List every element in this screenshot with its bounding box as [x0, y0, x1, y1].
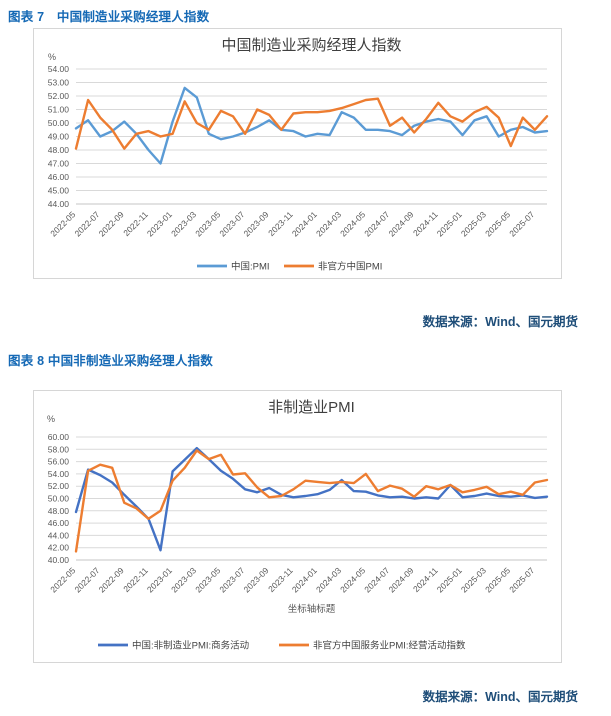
x-axis-title: 坐标轴标题 — [288, 603, 336, 615]
y-tick-label: 46.00 — [48, 518, 70, 528]
x-tick-label: 2025-03 — [459, 565, 488, 594]
x-tick-label: 2024-09 — [386, 209, 415, 238]
y-tick-label: 50.00 — [48, 118, 70, 128]
legend: 中国:非制造业PMI:商务活动 非官方中国服务业PMI:经营活动指数 — [98, 640, 466, 652]
y-tick-label: 45.00 — [48, 186, 70, 196]
x-tick-label: 2024-09 — [386, 565, 415, 594]
y-tick-label: 54.00 — [48, 469, 70, 479]
figure7-caption: 图表 7 中国制造业采购经理人指数 — [8, 10, 210, 24]
legend-label-1: 非官方中国服务业PMI:经营活动指数 — [313, 640, 466, 652]
data-source-note-1: 数据来源：Wind、国元期货 — [422, 315, 578, 329]
x-tick-label: 2024-07 — [362, 565, 391, 594]
y-tick-label: 52.00 — [48, 481, 70, 491]
x-tick-label: 2022-07 — [72, 209, 101, 238]
x-tick-label: 2022-09 — [97, 565, 126, 594]
x-tick-label: 2023-03 — [169, 209, 198, 238]
y-tick-label: 48.00 — [48, 145, 70, 155]
y-axis-unit-label: % — [47, 414, 55, 424]
legend-label-1: 非官方中国PMI — [318, 261, 382, 273]
y-tick-label: 40.00 — [48, 555, 70, 565]
data-source-note-2: 数据来源：Wind、国元期货 — [422, 690, 578, 704]
x-tick-label: 2025-03 — [459, 209, 488, 238]
x-tick-label: 2024-11 — [411, 565, 440, 594]
x-tick-label: 2024-01 — [290, 565, 319, 594]
chart-title: 非制造业PMI — [268, 399, 355, 416]
x-tick-label: 2022-09 — [97, 209, 126, 238]
x-tick-labels: 2022-052022-072022-092022-112023-012023-… — [48, 209, 536, 238]
x-tick-label: 2023-07 — [217, 209, 246, 238]
x-tick-label: 2022-05 — [48, 209, 77, 238]
series-line-1 — [74, 97, 549, 150]
y-tick-label: 52.00 — [48, 91, 70, 101]
x-tick-label: 2022-05 — [48, 565, 77, 594]
x-tick-label: 2023-11 — [266, 565, 295, 594]
x-tick-label: 2024-07 — [362, 209, 391, 238]
y-tick-label: 53.00 — [48, 78, 70, 88]
x-tick-label: 2023-03 — [169, 565, 198, 594]
y-axis-unit-label: % — [48, 52, 56, 62]
y-tick-label: 44.00 — [48, 530, 70, 540]
legend-label-0: 中国:PMI — [231, 261, 270, 273]
x-tick-label: 2022-11 — [121, 565, 150, 594]
series-line-0 — [74, 86, 549, 165]
y-tick-label: 58.00 — [48, 444, 70, 454]
legend: 中国:PMI 非官方中国PMI — [197, 261, 382, 273]
y-grid: 40.00 42.00 44.00 46.00 48.00 50.00 52.00 54.00… — [48, 432, 547, 565]
y-tick-label: 51.00 — [48, 105, 70, 115]
y-tick-label: 49.00 — [48, 132, 70, 142]
x-tick-label: 2024-11 — [411, 209, 440, 238]
y-tick-label: 60.00 — [48, 432, 70, 442]
x-tick-label: 2025-01 — [435, 565, 464, 594]
x-tick-label: 2023-05 — [193, 565, 222, 594]
x-tick-label: 2023-07 — [217, 565, 246, 594]
y-tick-label: 42.00 — [48, 543, 70, 553]
x-tick-label: 2025-07 — [507, 565, 536, 594]
x-tick-label: 2023-11 — [266, 209, 295, 238]
x-tick-label: 2022-07 — [72, 565, 101, 594]
x-tick-label: 2024-05 — [338, 209, 367, 238]
x-tick-label: 2023-01 — [145, 565, 174, 594]
y-tick-label: 50.00 — [48, 494, 70, 504]
y-tick-label: 56.00 — [48, 457, 70, 467]
y-grid: 44.00 45.00 46.00 47.00 48.00 49.00 50.00 51.00… — [48, 64, 547, 209]
chart-title: 中国制造业采购经理人指数 — [221, 37, 401, 54]
legend-label-0: 中国:非制造业PMI:商务活动 — [132, 640, 249, 652]
nonmanufacturing-pmi-chart: 40.00 42.00 44.00 46.00 48.00 50.00 52.00 54.00… — [47, 399, 549, 652]
y-tick-label: 46.00 — [48, 172, 70, 182]
manufacturing-pmi-chart: 44.00 45.00 46.00 47.00 48.00 49.00 50.00 51.00… — [48, 37, 549, 273]
x-tick-label: 2024-05 — [338, 565, 367, 594]
x-tick-label: 2025-05 — [483, 209, 512, 238]
x-tick-label: 2023-05 — [193, 209, 222, 238]
x-tick-label: 2024-03 — [314, 565, 343, 594]
y-tick-label: 48.00 — [48, 506, 70, 516]
nonmanufacturing-pmi-chart-frame: 40.00 42.00 44.00 46.00 48.00 50.00 52.00 54.00… — [33, 390, 562, 663]
figure8-caption: 图表 8 中国非制造业采购经理人指数 — [8, 354, 213, 368]
y-tick-label: 47.00 — [48, 159, 70, 169]
x-tick-label: 2023-09 — [242, 565, 271, 594]
x-tick-label: 2024-03 — [314, 209, 343, 238]
x-tick-label: 2022-11 — [121, 209, 150, 238]
x-tick-label: 2025-01 — [435, 209, 464, 238]
x-tick-labels: 2022-052022-072022-092022-112023-012023-… — [48, 565, 536, 594]
x-tick-label: 2025-07 — [507, 209, 536, 238]
manufacturing-pmi-chart-frame: 44.00 45.00 46.00 47.00 48.00 49.00 50.00 51.00… — [33, 28, 562, 279]
y-tick-label: 54.00 — [48, 64, 70, 74]
x-tick-label: 2025-05 — [483, 565, 512, 594]
series-line-0 — [74, 446, 549, 552]
y-tick-label: 44.00 — [48, 199, 70, 209]
x-tick-label: 2023-09 — [242, 209, 271, 238]
series-line-1 — [74, 449, 549, 553]
x-tick-label: 2024-01 — [290, 209, 319, 238]
x-tick-label: 2023-01 — [145, 209, 174, 238]
